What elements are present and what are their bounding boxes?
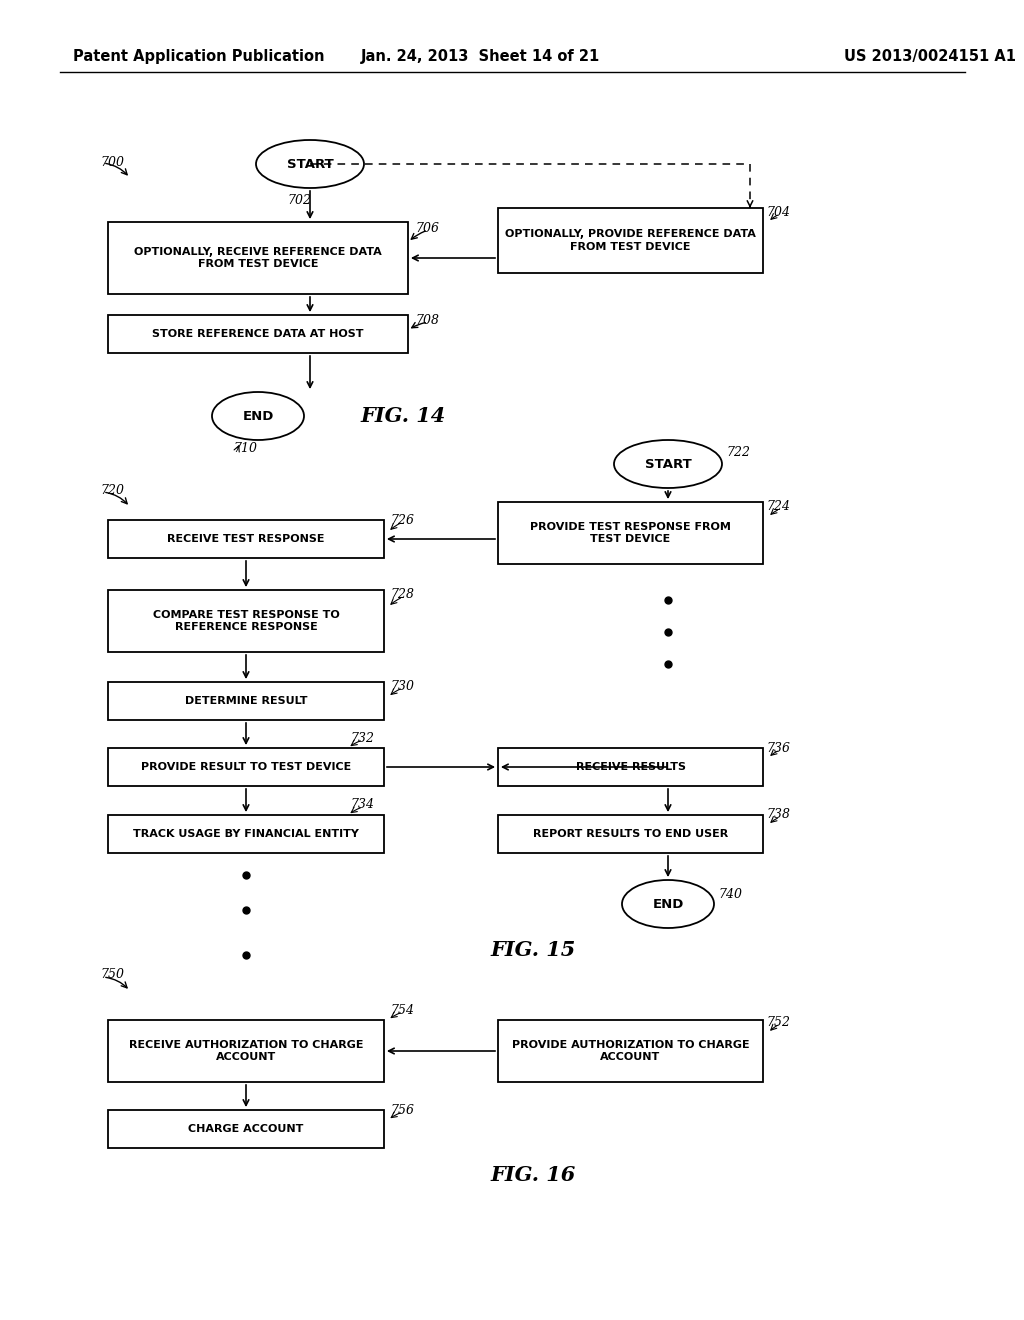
Text: 736: 736 (766, 742, 790, 755)
Ellipse shape (614, 440, 722, 488)
Text: US 2013/0024151 A1: US 2013/0024151 A1 (844, 49, 1016, 65)
Text: DETERMINE RESULT: DETERMINE RESULT (184, 696, 307, 706)
Text: 720: 720 (100, 483, 124, 496)
Text: STORE REFERENCE DATA AT HOST: STORE REFERENCE DATA AT HOST (153, 329, 364, 339)
Text: 738: 738 (766, 808, 790, 821)
FancyBboxPatch shape (498, 1020, 763, 1082)
FancyBboxPatch shape (498, 502, 763, 564)
FancyBboxPatch shape (108, 590, 384, 652)
Text: 702: 702 (287, 194, 311, 206)
Text: RECEIVE AUTHORIZATION TO CHARGE
ACCOUNT: RECEIVE AUTHORIZATION TO CHARGE ACCOUNT (129, 1040, 364, 1063)
Text: PROVIDE TEST RESPONSE FROM
TEST DEVICE: PROVIDE TEST RESPONSE FROM TEST DEVICE (530, 521, 731, 544)
Text: 750: 750 (100, 969, 124, 982)
Text: START: START (645, 458, 691, 470)
Ellipse shape (256, 140, 364, 187)
Text: 726: 726 (390, 513, 414, 527)
Text: FIG. 16: FIG. 16 (490, 1166, 575, 1185)
Text: 708: 708 (415, 314, 439, 326)
Text: 734: 734 (350, 799, 374, 812)
FancyBboxPatch shape (498, 814, 763, 853)
Text: OPTIONALLY, RECEIVE REFERENCE DATA
FROM TEST DEVICE: OPTIONALLY, RECEIVE REFERENCE DATA FROM … (134, 247, 382, 269)
Text: REPORT RESULTS TO END USER: REPORT RESULTS TO END USER (532, 829, 728, 840)
FancyBboxPatch shape (108, 222, 408, 294)
FancyBboxPatch shape (108, 520, 384, 558)
FancyBboxPatch shape (108, 315, 408, 352)
Text: 724: 724 (766, 500, 790, 513)
Ellipse shape (622, 880, 714, 928)
Text: Patent Application Publication: Patent Application Publication (73, 49, 325, 65)
Text: 710: 710 (233, 441, 257, 454)
Text: PROVIDE AUTHORIZATION TO CHARGE
ACCOUNT: PROVIDE AUTHORIZATION TO CHARGE ACCOUNT (512, 1040, 750, 1063)
Text: 752: 752 (766, 1015, 790, 1028)
Text: 706: 706 (415, 222, 439, 235)
FancyBboxPatch shape (498, 209, 763, 273)
Text: 704: 704 (766, 206, 790, 219)
Text: 732: 732 (350, 731, 374, 744)
Text: END: END (243, 409, 273, 422)
Text: START: START (287, 157, 334, 170)
Text: FIG. 14: FIG. 14 (360, 407, 445, 426)
Text: END: END (652, 898, 684, 911)
FancyBboxPatch shape (498, 748, 763, 785)
Text: CHARGE ACCOUNT: CHARGE ACCOUNT (188, 1125, 304, 1134)
Ellipse shape (212, 392, 304, 440)
Text: 756: 756 (390, 1104, 414, 1117)
Text: 728: 728 (390, 589, 414, 602)
FancyBboxPatch shape (108, 682, 384, 719)
Text: COMPARE TEST RESPONSE TO
REFERENCE RESPONSE: COMPARE TEST RESPONSE TO REFERENCE RESPO… (153, 610, 339, 632)
Text: 722: 722 (726, 446, 750, 458)
FancyBboxPatch shape (108, 1110, 384, 1148)
FancyBboxPatch shape (108, 748, 384, 785)
Text: RECEIVE RESULTS: RECEIVE RESULTS (575, 762, 685, 772)
FancyBboxPatch shape (108, 814, 384, 853)
Text: Jan. 24, 2013  Sheet 14 of 21: Jan. 24, 2013 Sheet 14 of 21 (360, 49, 600, 65)
Text: 754: 754 (390, 1003, 414, 1016)
Text: FIG. 15: FIG. 15 (490, 940, 575, 960)
Text: PROVIDE RESULT TO TEST DEVICE: PROVIDE RESULT TO TEST DEVICE (141, 762, 351, 772)
Text: RECEIVE TEST RESPONSE: RECEIVE TEST RESPONSE (167, 535, 325, 544)
Text: OPTIONALLY, PROVIDE REFERENCE DATA
FROM TEST DEVICE: OPTIONALLY, PROVIDE REFERENCE DATA FROM … (505, 230, 756, 252)
Text: 740: 740 (718, 887, 742, 900)
Text: 700: 700 (100, 157, 124, 169)
Text: 730: 730 (390, 680, 414, 693)
Text: TRACK USAGE BY FINANCIAL ENTITY: TRACK USAGE BY FINANCIAL ENTITY (133, 829, 359, 840)
FancyBboxPatch shape (108, 1020, 384, 1082)
